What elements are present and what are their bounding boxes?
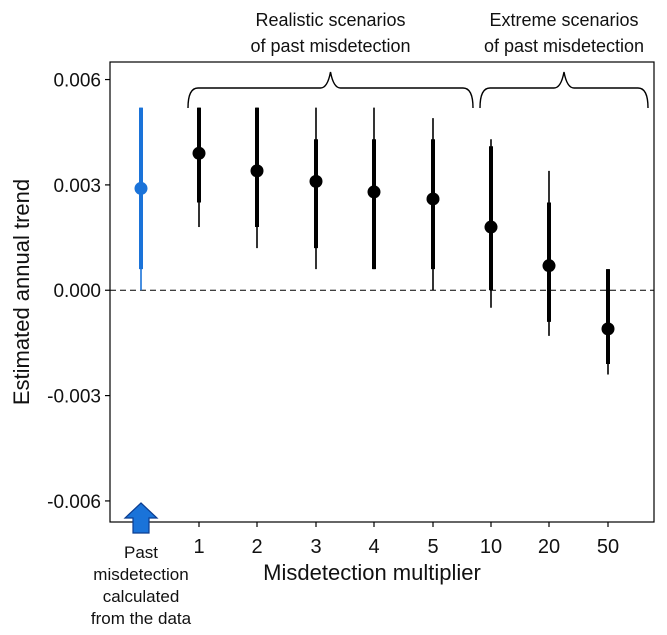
annotation-line: from the data	[91, 609, 192, 628]
group-label-line: Extreme scenarios	[489, 10, 638, 30]
y-tick-label: 0.006	[53, 71, 101, 92]
y-tick-label: -0.006	[47, 492, 101, 513]
plot-panel	[109, 61, 655, 523]
group-brace	[187, 71, 474, 109]
group-brace	[479, 71, 649, 109]
x-tick-label: 4	[368, 536, 379, 558]
x-tick-label: 50	[597, 536, 619, 558]
estimate-point	[250, 164, 264, 178]
up-arrow-icon	[123, 502, 159, 534]
y-tick-label: -0.003	[47, 387, 101, 408]
estimate-point	[542, 259, 556, 273]
y-axis-title: Estimated annual trend	[9, 179, 34, 405]
x-axis: 1 2 3 4 5 10 20 50	[140, 522, 619, 558]
x-axis-title: Misdetection multiplier	[263, 560, 481, 585]
group-label-line: of past misdetection	[484, 36, 644, 56]
group-label-line: of past misdetection	[250, 36, 410, 56]
x-tick-label: 10	[480, 536, 502, 558]
x-tick-label: 5	[427, 536, 438, 558]
estimate-point	[601, 322, 615, 336]
annotation-line: Past	[124, 543, 158, 562]
brace-groups: Realistic scenarios of past misdetection E…	[187, 10, 649, 109]
y-tick-label: 0.003	[53, 176, 101, 197]
estimate-point	[367, 185, 381, 199]
estimate-point	[192, 146, 206, 160]
estimate-point	[309, 174, 323, 188]
group-label-line: Realistic scenarios	[255, 10, 405, 30]
data-source-annotation: Past misdetection calculated from the data	[91, 502, 192, 628]
estimate-point	[426, 192, 440, 206]
x-tick-label: 1	[193, 536, 204, 558]
annotation-line: misdetection	[93, 565, 188, 584]
y-tick-label: 0.000	[53, 281, 101, 302]
x-tick-label: 3	[310, 536, 321, 558]
estimate-point	[134, 181, 148, 195]
annotation-line: calculated	[103, 587, 180, 606]
points	[134, 107, 615, 375]
x-tick-label: 20	[538, 536, 560, 558]
y-axis: 0.006 0.003 0.000 -0.003 -0.006	[47, 71, 110, 513]
x-tick-label: 2	[251, 536, 262, 558]
estimate-point	[484, 220, 498, 234]
